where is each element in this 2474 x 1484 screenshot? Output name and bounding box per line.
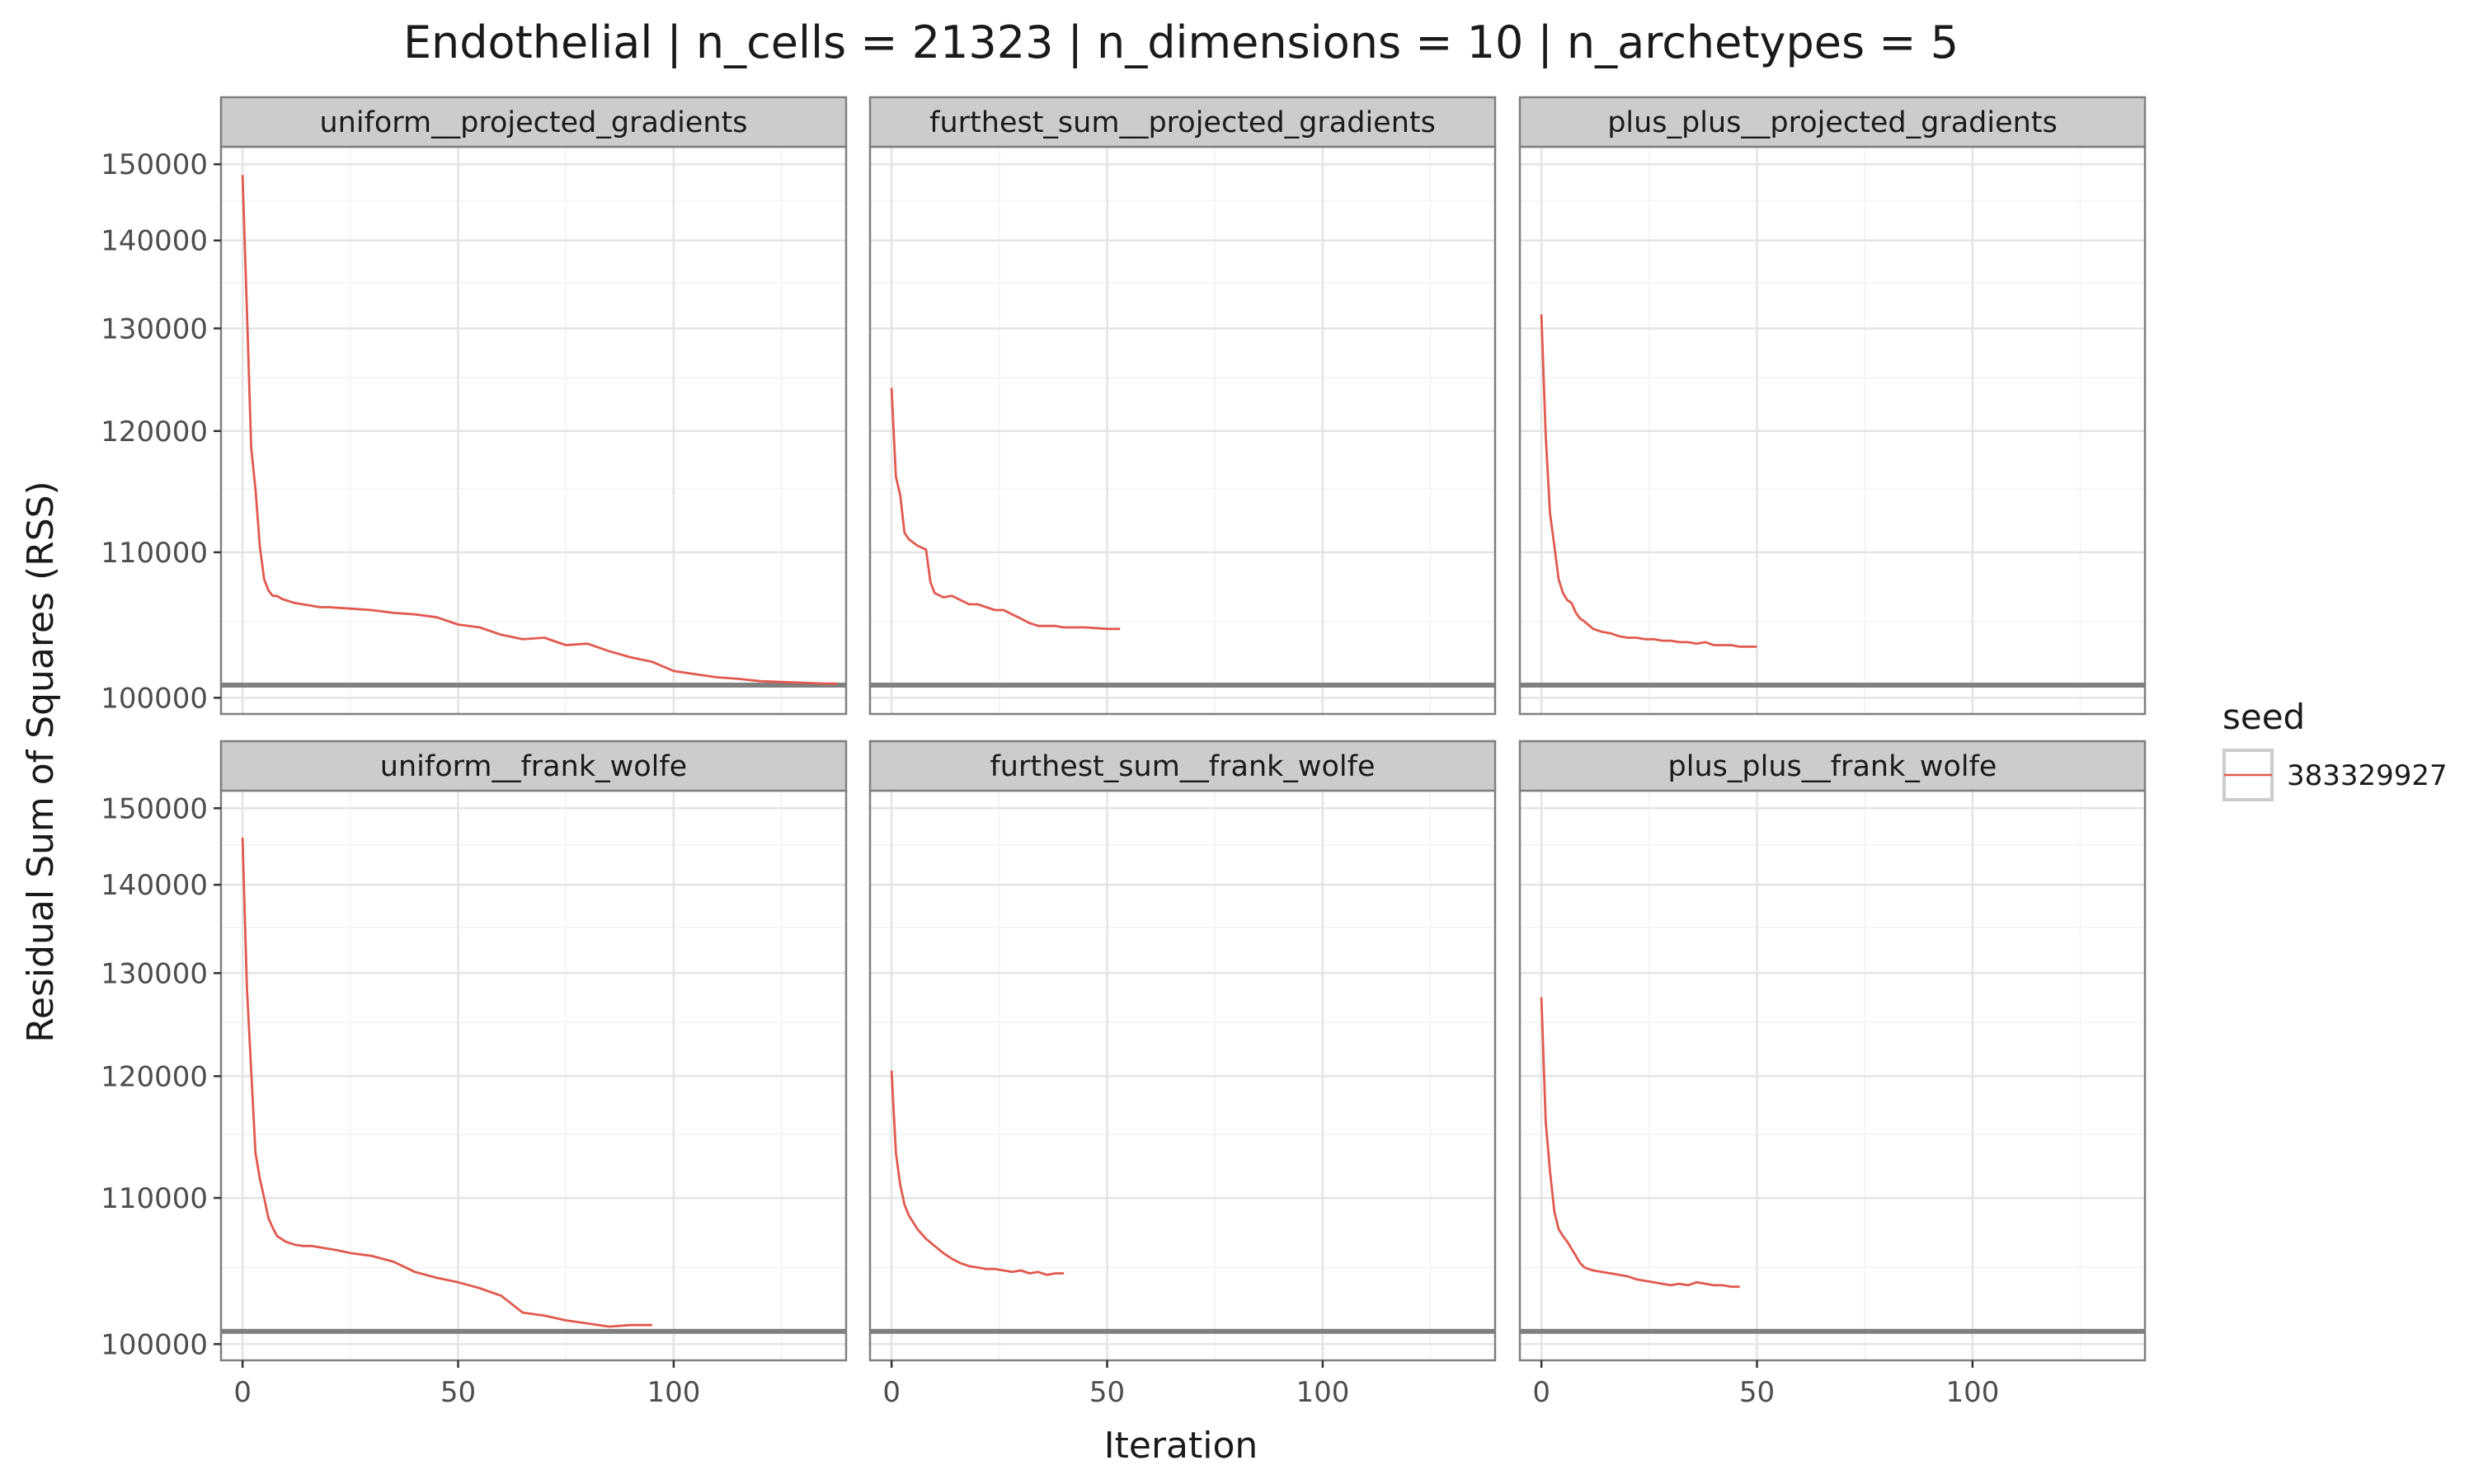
legend-title: seed xyxy=(2222,697,2305,737)
facet-panels: uniform__projected_gradients100000110000… xyxy=(101,96,2147,1409)
facet-strip-label: plus_plus__projected_gradients xyxy=(1607,106,2058,139)
y-tick-label: 140000 xyxy=(101,869,208,902)
chart-title: Endothelial | n_cells = 21323 | n_dimens… xyxy=(403,16,1959,68)
facet-panel: uniform__projected_gradients 100000 110000… xyxy=(101,96,848,715)
facet-panel: uniform__frank_wolfe 100000 110000 120000 13… xyxy=(101,740,848,1409)
y-tick-label: 100000 xyxy=(101,1328,208,1361)
y-tick-label: 130000 xyxy=(101,312,208,345)
y-tick-label: 150000 xyxy=(101,792,208,825)
series-line xyxy=(1540,997,1740,1289)
legend: seed 383329927 xyxy=(2222,697,2448,801)
facet-panel: furthest_sum__frank_wolfe 0 50 100 xyxy=(868,740,1497,1409)
y-tick-label: 120000 xyxy=(101,1060,208,1093)
x-tick-label: 50 xyxy=(1739,1376,1775,1409)
facet-panel: plus_plus__frank_wolfe 0 50 100 xyxy=(1518,740,2147,1409)
facet-strip-label: furthest_sum__projected_gradients xyxy=(929,106,1436,139)
facet-strip-label: plus_plus__frank_wolfe xyxy=(1668,750,1997,783)
y-axis-title: Residual Sum of Squares (RSS) xyxy=(20,481,62,1042)
y-tick-label: 110000 xyxy=(101,537,208,570)
facet-strip xyxy=(1518,96,2147,148)
facet-panel: plus_plus__projected_gradients xyxy=(1518,96,2147,716)
series-line xyxy=(241,837,652,1328)
x-tick-label: 100 xyxy=(1296,1376,1349,1409)
y-tick-label: 150000 xyxy=(101,148,208,181)
facet-strip-label: uniform__frank_wolfe xyxy=(380,750,687,783)
facet-strip xyxy=(219,740,848,792)
facet-panel: furthest_sum__projected_gradients xyxy=(868,96,1497,716)
facet-strip-label: furthest_sum__frank_wolfe xyxy=(990,750,1375,783)
x-tick-label: 50 xyxy=(440,1376,476,1409)
x-tick-label: 0 xyxy=(233,1376,252,1409)
x-tick-label: 100 xyxy=(647,1376,700,1409)
legend-entry-label: 383329927 xyxy=(2287,759,2448,792)
x-tick-label: 0 xyxy=(882,1376,901,1409)
x-axis-title: Iteration xyxy=(1104,1425,1258,1467)
x-tick-label: 100 xyxy=(1945,1376,1999,1409)
series-line xyxy=(890,1070,1065,1276)
x-tick-label: 50 xyxy=(1089,1376,1125,1409)
y-tick-label: 130000 xyxy=(101,957,208,990)
y-tick-label: 140000 xyxy=(101,225,208,258)
series-line xyxy=(241,175,838,685)
y-tick-label: 120000 xyxy=(101,416,208,448)
y-tick-label: 100000 xyxy=(101,682,208,715)
x-tick-label: 0 xyxy=(1532,1376,1550,1409)
facet-strip xyxy=(868,740,1497,792)
series-line xyxy=(1540,314,1757,648)
facet-strip-label: uniform__projected_gradients xyxy=(319,106,747,139)
series-line xyxy=(890,387,1121,631)
y-tick-label: 110000 xyxy=(101,1182,208,1215)
facet-strip xyxy=(219,96,848,148)
facet-strip xyxy=(1518,740,2147,792)
facet-strip xyxy=(868,96,1497,148)
